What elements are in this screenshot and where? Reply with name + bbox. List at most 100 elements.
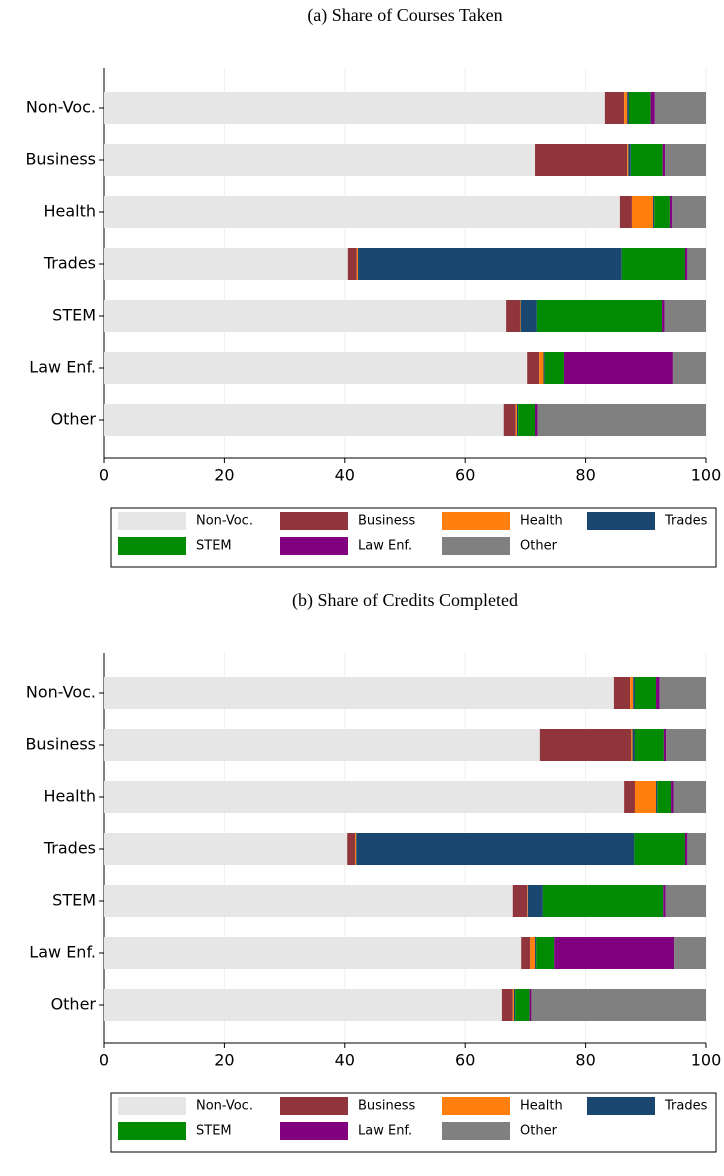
y-tick-label: Law Enf.	[29, 943, 96, 962]
bar-segment	[656, 677, 660, 709]
bar-segment	[519, 300, 521, 332]
bar-segment	[104, 729, 540, 761]
bar-segment	[628, 144, 631, 176]
x-tick-label: 80	[575, 466, 595, 485]
bar-segment	[665, 885, 706, 917]
y-tick-label: Non-Voc.	[26, 683, 96, 702]
x-tick-label: 20	[214, 466, 234, 485]
bar-segment	[687, 248, 706, 280]
legend-swatch	[118, 1097, 186, 1115]
bar-segment	[531, 989, 706, 1021]
legend-label: Business	[358, 1099, 416, 1114]
bar-segment	[684, 248, 688, 280]
bar-segment	[515, 989, 530, 1021]
bar-segment	[628, 92, 651, 124]
legend-label: STEM	[196, 1124, 232, 1139]
bar-segment	[671, 781, 674, 813]
bar-segment	[634, 677, 657, 709]
y-tick-label: Health	[43, 787, 96, 806]
bar-segment	[356, 833, 635, 865]
x-tick-label: 0	[99, 466, 109, 485]
legend-swatch	[118, 537, 186, 555]
legend-swatch	[118, 512, 186, 530]
legend-label: Other	[520, 1124, 558, 1139]
bar-segment	[355, 833, 357, 865]
bar-segment	[544, 352, 564, 384]
legend-swatch	[442, 512, 510, 530]
y-tick-label: Business	[25, 150, 96, 169]
bar-segment	[512, 989, 514, 1021]
bar-segment	[358, 248, 622, 280]
legend-label: Trades	[664, 514, 708, 529]
bar-segment	[666, 729, 706, 761]
bar-segment	[663, 729, 667, 761]
bar-segment	[104, 677, 614, 709]
legend-swatch	[280, 1097, 348, 1115]
bar-segment	[529, 989, 532, 1021]
legend-swatch	[118, 1122, 186, 1140]
bar-segment	[621, 248, 685, 280]
bar-segment	[527, 352, 540, 384]
y-tick-label: Non-Voc.	[26, 98, 96, 117]
bar-segment	[662, 300, 665, 332]
bar-segment	[662, 144, 666, 176]
bar-segment	[634, 781, 657, 813]
bar-segment	[653, 196, 655, 228]
bar-segment	[520, 300, 537, 332]
bar-segment	[664, 300, 706, 332]
bar-segment	[104, 404, 504, 436]
y-tick-label: Other	[51, 410, 97, 429]
bar-segment	[518, 404, 536, 436]
bar-segment	[665, 144, 706, 176]
x-tick-label: 60	[455, 466, 475, 485]
bar-segment	[633, 677, 635, 709]
bar-segment	[656, 781, 658, 813]
legend-label: Law Enf.	[358, 539, 412, 554]
bar-segment	[104, 833, 348, 865]
bar-segment	[104, 300, 507, 332]
bar-segment	[634, 729, 664, 761]
legend-swatch	[442, 1097, 510, 1115]
bar-segment	[669, 196, 673, 228]
bar-segment	[516, 404, 519, 436]
bar-segment	[650, 92, 655, 124]
legend-label: Other	[520, 539, 558, 554]
bar-segment	[604, 92, 625, 124]
bar-segment	[613, 677, 631, 709]
bar-segment	[535, 144, 628, 176]
bar-segment	[104, 92, 605, 124]
bar-segment	[104, 248, 348, 280]
bar-segment	[527, 885, 543, 917]
bar-segment	[627, 144, 629, 176]
bar-segment	[347, 833, 356, 865]
bar-segment	[632, 729, 635, 761]
bar-segment	[356, 248, 359, 280]
bar-segment	[687, 833, 706, 865]
x-tick-label: 100	[691, 1051, 722, 1070]
bar-segment	[506, 300, 520, 332]
legend-swatch	[280, 1122, 348, 1140]
bar-segment	[104, 144, 536, 176]
bar-segment	[104, 989, 502, 1021]
bar-segment	[104, 937, 522, 969]
bar-segment	[630, 677, 634, 709]
bar-segment	[657, 781, 672, 813]
bar-segment	[537, 404, 706, 436]
bar-segment	[554, 937, 675, 969]
bar-segment	[543, 352, 545, 384]
bar-segment	[624, 92, 628, 124]
legend-swatch	[587, 1097, 655, 1115]
y-tick-label: STEM	[52, 306, 96, 325]
y-tick-label: Law Enf.	[29, 358, 96, 377]
bar-segment	[674, 937, 706, 969]
x-tick-label: 0	[99, 1051, 109, 1070]
bar-segment	[539, 352, 544, 384]
bar-segment	[672, 196, 706, 228]
bar-segment	[673, 781, 706, 813]
chart-title: (a) Share of Courses Taken	[307, 5, 502, 26]
bar-segment	[513, 989, 516, 1021]
legend-swatch	[587, 512, 655, 530]
x-tick-label: 20	[214, 1051, 234, 1070]
legend-swatch	[280, 512, 348, 530]
